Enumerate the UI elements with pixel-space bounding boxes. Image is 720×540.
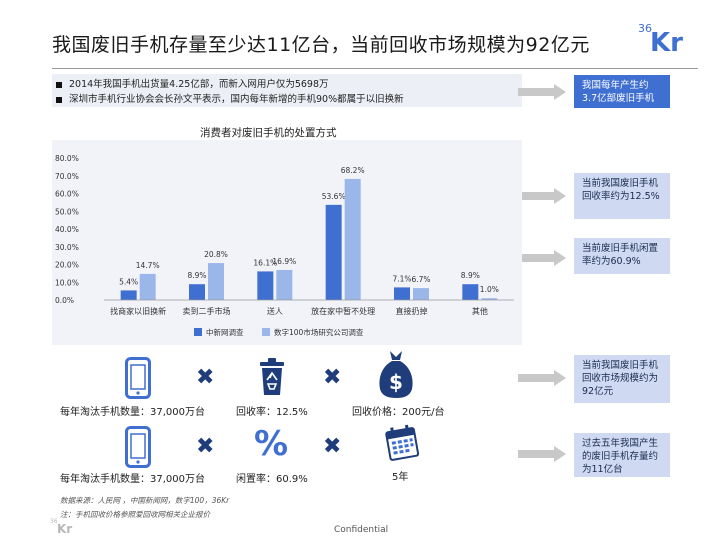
square-bullet-icon	[56, 81, 62, 88]
callout-idle-rate: 当前废旧手机闲置率约为60.9%	[574, 238, 670, 274]
bar-series-1	[394, 287, 410, 300]
bar-series-2	[481, 298, 498, 300]
recycle-bin-icon	[260, 358, 284, 395]
bar-series-1	[257, 271, 274, 300]
multiply-icon: ✖	[323, 365, 342, 390]
bullet-item: 深圳市手机行业协会会长孙文平表示，国内每年新增的手机90%都属于以旧换新	[56, 92, 516, 107]
right-arrow-icon	[518, 188, 566, 204]
bar-value-label: 16.9%	[272, 257, 296, 266]
y-tick-label: 50.0%	[55, 207, 79, 216]
bar-value-label: 16.1%	[253, 258, 277, 267]
legend-swatch-series-1	[194, 328, 202, 336]
bar-value-label: 1.0%	[480, 285, 499, 294]
annual-waste-text: 每年淘汰手机数量：37,000万台	[60, 407, 205, 418]
y-tick-label: 30.0%	[55, 243, 79, 252]
y-tick-label: 10.0%	[55, 278, 79, 287]
bar-chart: 0.0% 10.0% 20.0% 30.0% 40.0% 50.0% 60.0% 70.0% 8…	[55, 154, 514, 337]
bullet-list: 2014年我国手机出货量4.25亿部，而新入网用户仅为5698万 深圳市手机行业…	[56, 77, 516, 107]
bar-series-1	[120, 290, 137, 300]
36kr-logo: 36 Kr	[638, 22, 683, 54]
y-tick-label: 70.0%	[55, 172, 79, 181]
phone-icon	[125, 357, 151, 399]
bar-value-label: 6.7%	[411, 275, 430, 284]
legend-label-series-2: 数字100市场研究公司调查	[274, 327, 364, 337]
y-tick-label: 60.0%	[55, 190, 79, 199]
y-axis: 0.0% 10.0% 20.0% 30.0% 40.0% 50.0% 60.0% 70.0% 8…	[55, 154, 79, 305]
logo-text: Kr	[650, 28, 683, 54]
bullet-text: 2014年我国手机出货量4.25亿部，而新入网用户仅为5698万	[69, 79, 329, 90]
phone-icon	[125, 426, 151, 468]
chart-legend: 中新网调查 数字100市场研究公司调查	[194, 327, 364, 337]
right-arrow-icon	[518, 370, 566, 386]
logo-num: 36	[50, 518, 58, 525]
bar-series: 5.4% 14.7% 8.9% 20.8% 16.1%16.9% 53.6% 68.2% 7.…	[119, 166, 499, 300]
svg-text:$: $	[389, 370, 403, 394]
price-note: 注：手机回收价格参照爱回收网相关企业报价	[60, 510, 210, 519]
x-category-label: 卖到二手市场	[183, 306, 231, 316]
confidential-label: Confidential	[334, 525, 389, 535]
bar-series-2	[413, 288, 429, 300]
recycle-price-text: 回收价格：200元/台	[352, 407, 445, 418]
bar-value-label: 68.2%	[341, 166, 365, 175]
multiply-icon: ✖	[196, 365, 215, 390]
source-note: 数据来源：人民网 ，中国新闻网，数字100，36Kr	[60, 496, 230, 505]
bar-value-label: 20.8%	[204, 250, 228, 259]
callout-market-size: 当前我国废旧手机回收市场规模约为92亿元	[574, 355, 670, 403]
square-bullet-icon	[56, 96, 62, 103]
bar-value-label: 14.7%	[136, 261, 160, 270]
bar-value-label: 8.9%	[187, 271, 206, 280]
x-category-label: 放在家中暂不处理	[311, 306, 375, 316]
calendar-icon	[385, 424, 420, 461]
x-category-label: 找商家以旧换新	[110, 306, 166, 316]
legend-label-series-1: 中新网调查	[206, 327, 244, 337]
percent-icon: %	[254, 424, 289, 464]
chart-title: 消费者对废旧手机的处置方式	[200, 127, 337, 139]
y-tick-label: 80.0%	[55, 154, 79, 163]
bar-value-label: 8.9%	[461, 271, 480, 280]
bar-series-2	[208, 263, 224, 300]
callout-annual-waste: 我国每年产生约3.7亿部废旧手机	[574, 75, 670, 108]
idle-rate-text: 闲置率：60.9%	[236, 474, 308, 485]
bar-series-2	[139, 273, 156, 300]
y-tick-label: 0.0%	[55, 296, 74, 305]
y-tick-label: 20.0%	[55, 261, 79, 270]
annual-waste-text: 每年淘汰手机数量：37,000万台	[60, 474, 205, 485]
bar-series-1	[325, 204, 342, 300]
bar-value-label: 53.6%	[322, 192, 346, 201]
x-category-label: 送人	[267, 306, 283, 316]
bar-value-label: 5.4%	[119, 277, 138, 286]
right-arrow-icon	[518, 446, 566, 462]
multiply-icon: ✖	[323, 434, 342, 459]
bullet-panel	[52, 74, 522, 107]
callout-stock: 过去五年我国产生的废旧手机存量约为11亿台	[574, 433, 670, 477]
36kr-logo-small: 36 Kr	[50, 518, 72, 534]
legend-swatch-series-2	[262, 328, 270, 336]
bullet-item: 2014年我国手机出货量4.25亿部，而新入网用户仅为5698万	[56, 77, 516, 92]
recycle-rate-text: 回收率：12.5%	[236, 407, 308, 418]
right-arrow-icon	[518, 84, 566, 100]
years-text: 5年	[392, 472, 409, 483]
chart-panel	[52, 140, 522, 345]
x-category-label: 直接扔掉	[396, 306, 428, 316]
bar-series-1	[462, 284, 479, 300]
bar-series-1	[189, 284, 205, 300]
bar-series-2	[276, 270, 293, 300]
y-tick-label: 40.0%	[55, 225, 79, 234]
callout-recycle-rate: 当前我国废旧手机回收率约为12.5%	[574, 173, 670, 219]
page-title: 我国废旧手机存量至少达11亿台，当前回收市场规模为92亿元	[52, 34, 590, 56]
x-axis: 找商家以旧换新 卖到二手市场 送人 放在家中暂不处理 直接扔掉 其他	[104, 299, 514, 316]
right-arrow-icon	[518, 250, 566, 266]
bar-series-2	[344, 178, 361, 300]
multiply-icon: ✖	[196, 434, 215, 459]
logo-text: Kr	[57, 522, 72, 534]
bullet-text: 深圳市手机行业协会会长孙文平表示，国内每年新增的手机90%都属于以旧换新	[69, 94, 404, 105]
x-category-label: 其他	[472, 306, 488, 316]
money-bag-icon: $	[379, 351, 413, 398]
bar-value-label: 7.1%	[392, 274, 411, 283]
logo-num: 36	[638, 22, 652, 35]
title-divider	[52, 68, 698, 69]
